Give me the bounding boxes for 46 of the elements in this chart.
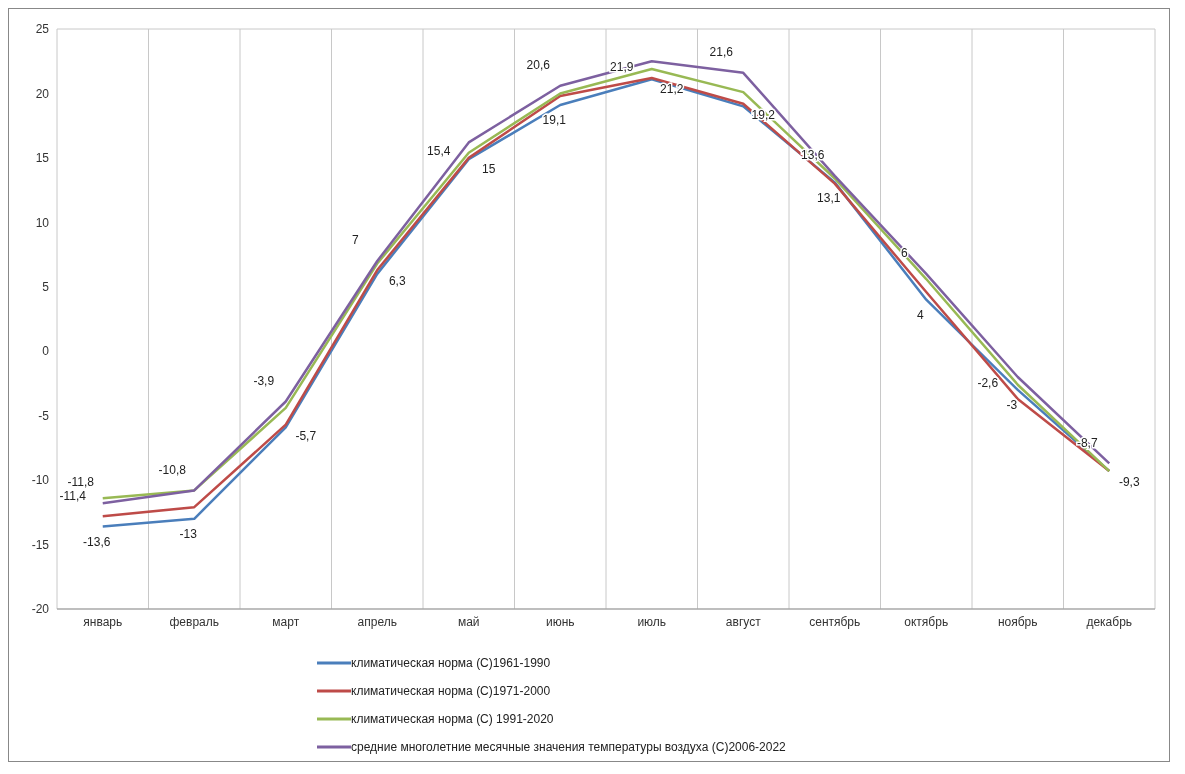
data-label: 20,6 xyxy=(526,57,551,72)
data-label: 4 xyxy=(916,307,924,322)
data-label: 15 xyxy=(482,162,496,177)
y-tick-label: 5 xyxy=(42,280,50,295)
data-label: 15,4 xyxy=(427,143,451,158)
x-tick-label: ноябрь xyxy=(997,614,1038,629)
y-tick-label: 25 xyxy=(35,22,50,37)
y-tick-label: -15 xyxy=(31,537,50,552)
data-label: 6,3 xyxy=(388,274,406,289)
data-label: -13,6 xyxy=(83,534,111,549)
x-tick-label: июль xyxy=(637,614,667,629)
y-tick-label: 10 xyxy=(35,215,50,230)
x-tick-label: август xyxy=(725,614,762,629)
data-label: -10,8 xyxy=(158,462,187,477)
legend-label: климатическая норма (С)1961-1990 xyxy=(351,656,551,670)
x-tick-label: июнь xyxy=(545,614,575,629)
data-label: -9,3 xyxy=(1118,475,1140,490)
y-tick-label: -5 xyxy=(38,408,50,423)
y-tick-label: -20 xyxy=(31,602,50,617)
data-label: 21,2 xyxy=(660,82,684,97)
data-label: -13 xyxy=(179,526,198,541)
x-tick-label: май xyxy=(457,614,480,629)
data-label: 19,1 xyxy=(542,113,567,128)
x-tick-label: февраль xyxy=(169,614,220,629)
legend-label: климатическая норма (С)1971-2000 xyxy=(351,684,551,698)
y-tick-label: 20 xyxy=(35,86,50,101)
x-tick-label: апрель xyxy=(357,614,397,629)
legend-label: климатическая норма (С) 1991-2020 xyxy=(351,712,554,726)
data-label: 13,1 xyxy=(817,190,841,205)
x-tick-label: октябрь xyxy=(904,614,949,629)
legend-label: средние многолетние месячные значения температуры воздуха (С)2006-2022 xyxy=(351,740,786,754)
y-tick-label: 15 xyxy=(35,151,50,166)
x-tick-label: сентябрь xyxy=(809,614,861,629)
data-label: -5,7 xyxy=(295,428,317,443)
data-label: 21,6 xyxy=(709,44,734,59)
x-tick-label: январь xyxy=(83,614,123,629)
data-label: -11,8 xyxy=(67,475,95,490)
data-label: -3,9 xyxy=(253,373,275,388)
data-label: -11,4 xyxy=(59,489,87,504)
x-tick-label: декабрь xyxy=(1086,614,1133,629)
y-tick-label: -10 xyxy=(31,473,50,488)
x-tick-label: март xyxy=(272,614,300,629)
data-label: -2,6 xyxy=(977,375,999,390)
data-label: 7 xyxy=(351,233,359,248)
data-label: -3 xyxy=(1006,398,1018,413)
y-tick-label: 0 xyxy=(42,344,50,359)
